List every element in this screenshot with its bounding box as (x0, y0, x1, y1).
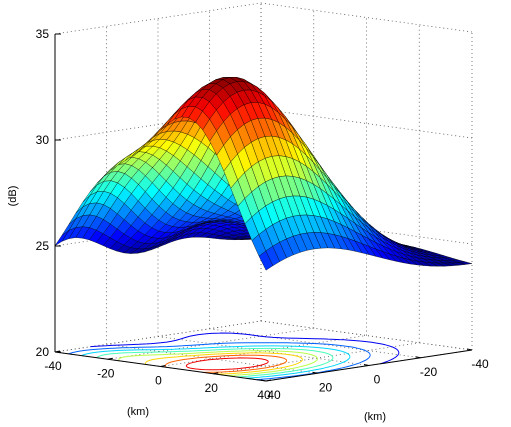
grid-line (54, 2, 262, 35)
y-axis-label: (km) (364, 411, 386, 423)
grid-line (260, 2, 473, 33)
z-tick-label: 35 (36, 27, 50, 41)
y-tick-label: 0 (374, 373, 381, 387)
z-tick-label: 20 (36, 345, 50, 359)
x-axis-ticks: 40 20 0 -20 -40 (44, 350, 272, 402)
y-tick-label: -40 (471, 357, 489, 371)
contour-line (55, 332, 400, 365)
y-tick-mark (363, 364, 370, 366)
y-tick-label: -20 (420, 365, 438, 379)
x-tick-label: -20 (97, 366, 115, 380)
x-tick-mark (265, 379, 272, 382)
y-tick-label: 20 (319, 380, 333, 394)
x-tick-mark (213, 372, 219, 375)
contour-projection (55, 332, 400, 381)
x-tick-label: 40 (257, 388, 271, 402)
contour-line (118, 350, 318, 377)
x-axis-label: (km) (127, 406, 149, 418)
y-tick-mark (415, 356, 421, 359)
z-axis-label: (dB) (7, 186, 19, 207)
y-axis-ticks: 40 20 0 -20 -40 (260, 348, 489, 402)
x-tick-label: 0 (155, 374, 162, 388)
surface-patch (258, 250, 274, 271)
z-axis-ticks: 35 30 25 20 (36, 27, 61, 359)
x-tick-mark (107, 357, 113, 360)
z-tick-label: 30 (36, 133, 50, 147)
x-tick-label: -40 (44, 359, 62, 373)
surface-mesh (54, 77, 473, 271)
z-tick-label: 25 (36, 239, 50, 253)
y-tick-label: 40 (267, 388, 281, 402)
x-tick-mark (160, 365, 166, 367)
x-tick-label: 20 (205, 381, 219, 395)
contour-line (68, 342, 371, 381)
y-tick-mark (260, 379, 267, 382)
grid-line (213, 342, 420, 375)
contour-line (96, 347, 334, 378)
y-tick-mark (312, 371, 318, 374)
contour-line (185, 357, 269, 371)
x-tick-mark (54, 350, 61, 353)
y-tick-mark (466, 348, 473, 351)
